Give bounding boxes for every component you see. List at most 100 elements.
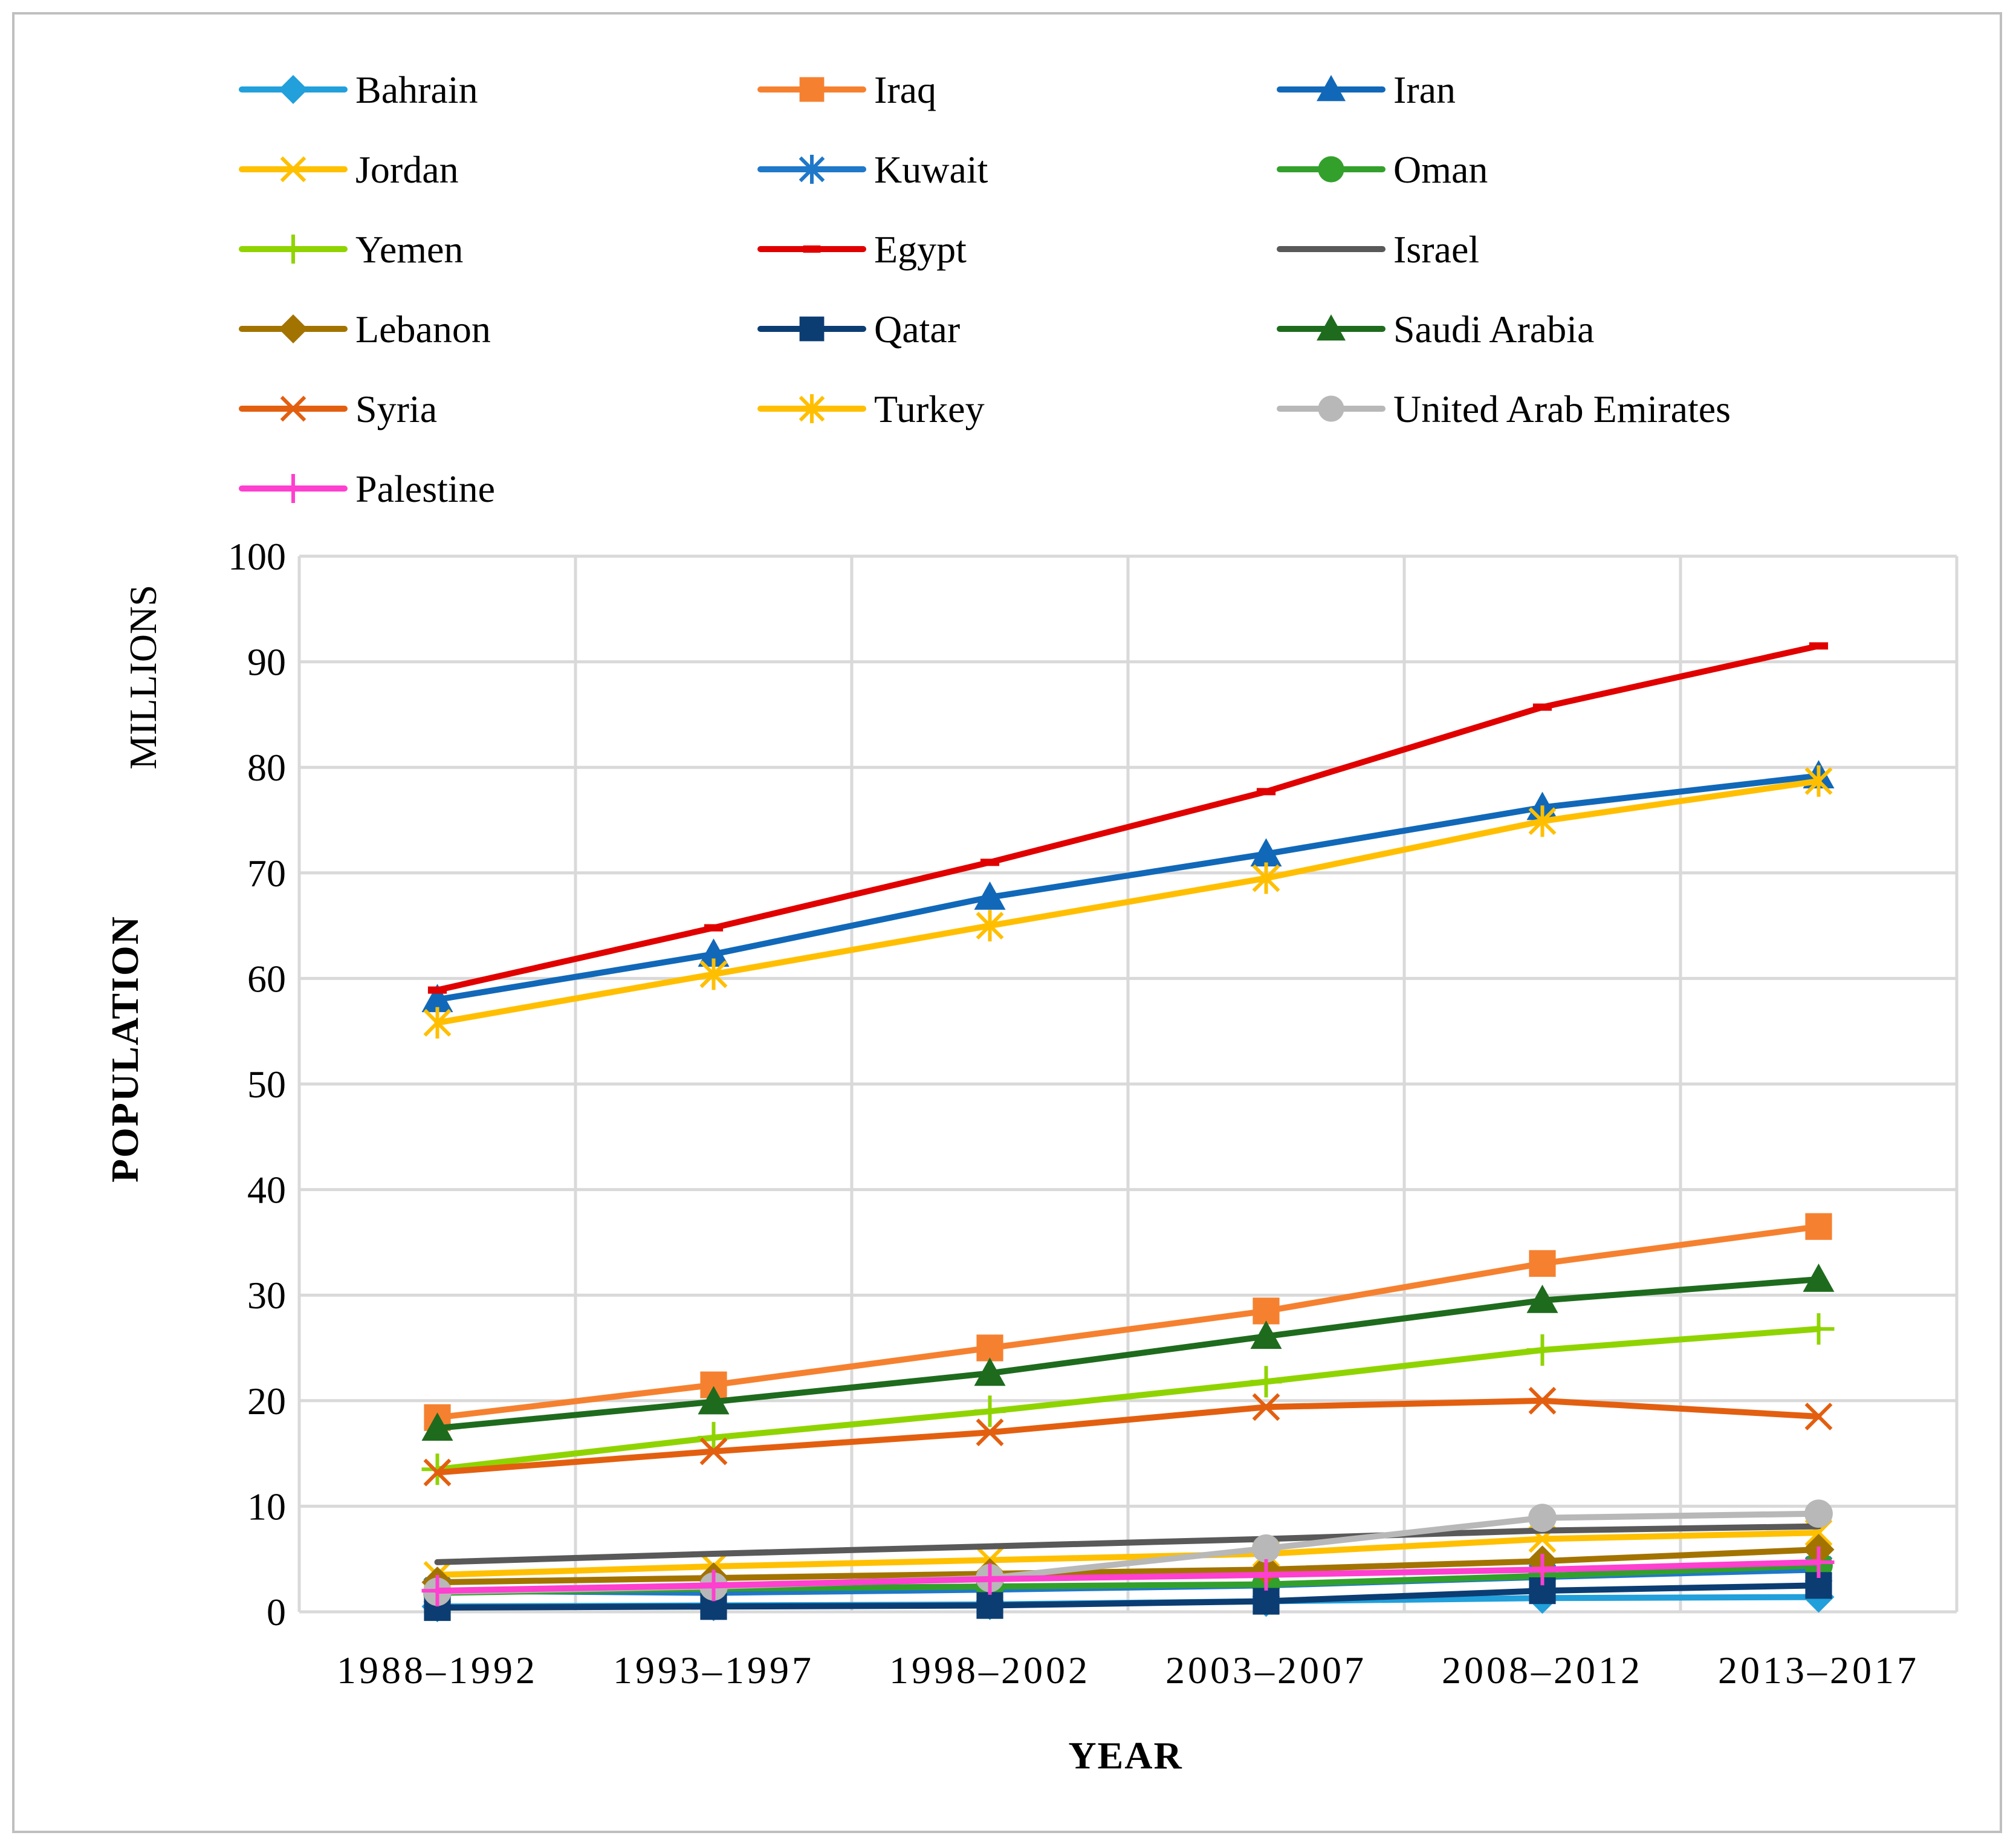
legend-item-united-arab-emirates: United Arab Emirates bbox=[1277, 388, 1731, 430]
series-line-turkey bbox=[434, 777, 1822, 1026]
x-tick-label: 1988–1992 bbox=[337, 1649, 538, 1692]
series-line-saudi-arabia bbox=[434, 1276, 1822, 1432]
legend-label: Jordan bbox=[355, 148, 459, 191]
data-point-saudi-arabia bbox=[1526, 1284, 1558, 1313]
y-tick-label: 50 bbox=[247, 1063, 286, 1106]
data-point-turkey bbox=[1804, 765, 1833, 797]
legend-item-egypt: Egypt bbox=[757, 228, 967, 271]
x-tick-label: 2003–2007 bbox=[1165, 1649, 1367, 1692]
series-saudi-arabia bbox=[421, 1264, 1835, 1441]
data-point-yemen bbox=[974, 1395, 1006, 1427]
series-line-palestine bbox=[434, 1559, 1822, 1594]
legend-label: Syria bbox=[355, 388, 437, 430]
data-point-palestine bbox=[1803, 1546, 1835, 1578]
data-point-turkey bbox=[1252, 862, 1280, 894]
series-line-iran bbox=[434, 773, 1822, 1003]
series-line-qatar bbox=[434, 1582, 1822, 1611]
series-lines bbox=[421, 642, 1835, 1623]
series-iraq bbox=[424, 1213, 1832, 1431]
series-line-lebanon bbox=[434, 1547, 1822, 1586]
legend-label: Saudi Arabia bbox=[1393, 308, 1594, 351]
data-point-yemen bbox=[1526, 1334, 1558, 1366]
data-point-yemen bbox=[698, 1421, 730, 1453]
data-point-iraq bbox=[976, 1334, 1003, 1362]
data-point-yemen bbox=[1803, 1313, 1835, 1345]
legend-item-oman: Oman bbox=[1277, 148, 1488, 191]
y-axis-unit: MILLIONS bbox=[122, 585, 164, 770]
data-point-turkey bbox=[699, 958, 728, 990]
y-tick-label: 70 bbox=[247, 852, 286, 895]
data-point-iran bbox=[421, 984, 453, 1013]
y-tick-label: 90 bbox=[247, 641, 286, 684]
data-point-united-arab-emirates bbox=[1252, 1534, 1280, 1563]
data-point-turkey bbox=[1528, 805, 1557, 837]
series-line-egypt bbox=[434, 643, 1822, 993]
legend-item-qatar: Qatar bbox=[757, 308, 960, 351]
data-point-iran bbox=[1250, 838, 1282, 867]
series-turkey bbox=[423, 765, 1833, 1039]
data-point-palestine bbox=[698, 1569, 730, 1602]
series-palestine bbox=[421, 1546, 1835, 1607]
x-tick-label: 1998–2002 bbox=[889, 1649, 1091, 1692]
legend-label: Turkey bbox=[874, 388, 985, 430]
data-point-qatar bbox=[976, 1592, 1003, 1619]
data-point-united-arab-emirates bbox=[1528, 1504, 1557, 1533]
y-tick-label: 80 bbox=[247, 746, 286, 789]
legend-label: Iraq bbox=[874, 68, 936, 111]
data-point-iran bbox=[698, 938, 730, 967]
data-point-saudi-arabia bbox=[1250, 1320, 1282, 1349]
y-axis-title: POPULATION bbox=[103, 915, 146, 1183]
series-line-jordan bbox=[434, 1530, 1822, 1578]
data-point-turkey bbox=[976, 910, 1004, 942]
legend: Bahrain Iraq Iran Jordan Kuwait Oman Yemen Egyp… bbox=[239, 68, 1731, 510]
y-tick-label: 0 bbox=[267, 1591, 286, 1634]
series-yemen bbox=[421, 1313, 1835, 1485]
data-point-qatar bbox=[1253, 1588, 1280, 1615]
series-line-israel bbox=[434, 1523, 1822, 1565]
legend-label: Palestine bbox=[355, 467, 495, 510]
data-point-syria bbox=[1528, 1386, 1557, 1415]
x-tick-label: 2008–2012 bbox=[1442, 1649, 1643, 1692]
series-line-yemen bbox=[434, 1326, 1822, 1473]
legend-item-iran: Iran bbox=[1277, 68, 1456, 111]
y-tick-label: 100 bbox=[228, 535, 286, 578]
data-point-turkey bbox=[423, 1007, 452, 1039]
x-axis-ticks: 1988–1992 1993–1997 1998–2002 2003–2007 2008… bbox=[337, 1649, 1916, 1692]
legend-label: United Arab Emirates bbox=[1393, 388, 1731, 430]
data-point-saudi-arabia bbox=[1803, 1264, 1835, 1292]
data-point-palestine bbox=[1526, 1554, 1558, 1586]
data-point-iran bbox=[974, 881, 1006, 910]
legend-label: Egypt bbox=[874, 228, 967, 271]
legend-label: Iran bbox=[1393, 68, 1456, 111]
series-israel bbox=[434, 1523, 1822, 1565]
data-point-palestine bbox=[1250, 1559, 1282, 1591]
series-syria bbox=[423, 1386, 1833, 1487]
legend-marker bbox=[1317, 314, 1346, 341]
y-tick-label: 20 bbox=[247, 1380, 286, 1423]
y-tick-label: 60 bbox=[247, 957, 286, 1000]
data-point-saudi-arabia bbox=[974, 1357, 1006, 1386]
legend-label: Oman bbox=[1393, 148, 1488, 191]
legend-item-lebanon: Lebanon bbox=[239, 308, 491, 351]
data-point-iraq bbox=[1805, 1213, 1832, 1240]
legend-marker bbox=[1318, 395, 1344, 422]
data-point-syria bbox=[1804, 1403, 1833, 1430]
legend-marker bbox=[279, 75, 308, 104]
legend-item-syria: Syria bbox=[239, 388, 437, 430]
legend-item-iraq: Iraq bbox=[757, 68, 936, 111]
gridlines bbox=[297, 554, 1959, 1614]
x-axis-title: YEAR bbox=[1068, 1734, 1182, 1777]
data-point-syria bbox=[699, 1437, 728, 1466]
legend-item-palestine: Palestine bbox=[239, 467, 495, 510]
legend-marker bbox=[280, 156, 306, 183]
data-point-syria bbox=[1252, 1393, 1280, 1421]
legend-marker bbox=[799, 394, 825, 423]
legend-label: Bahrain bbox=[355, 68, 478, 111]
data-point-iraq bbox=[1253, 1297, 1280, 1325]
y-axis-ticks: 0 10 20 30 40 50 60 70 80 90 100 bbox=[228, 535, 286, 1634]
series-line-iraq bbox=[434, 1223, 1822, 1421]
y-tick-label: 10 bbox=[247, 1485, 286, 1528]
legend-marker bbox=[799, 77, 825, 102]
data-point-palestine bbox=[421, 1575, 453, 1607]
series-line-syria bbox=[434, 1397, 1822, 1476]
